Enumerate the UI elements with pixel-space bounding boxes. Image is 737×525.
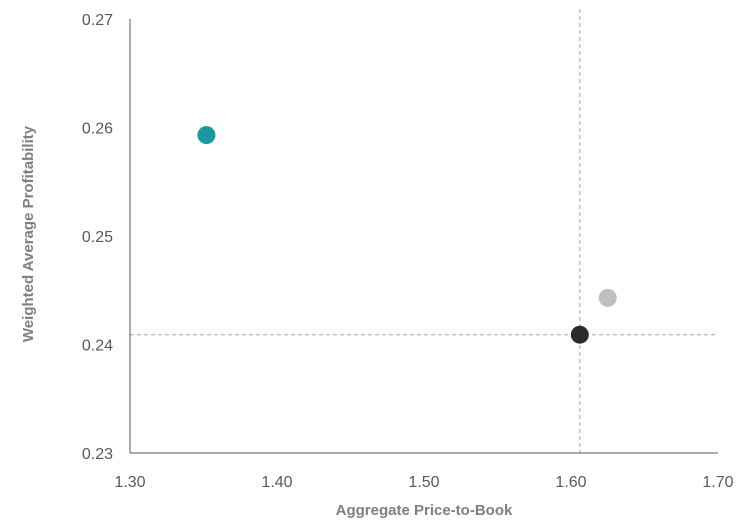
y-tick-label: 0.27 bbox=[82, 12, 113, 29]
x-tick-label: 1.50 bbox=[408, 474, 439, 491]
x-tick-label: 1.60 bbox=[555, 474, 586, 491]
x-tick-label: 1.30 bbox=[114, 474, 145, 491]
x-axis-title: Aggregate Price-to-Book bbox=[336, 502, 513, 519]
scatter-point bbox=[197, 126, 216, 145]
scatter-point bbox=[598, 288, 617, 307]
x-tick-label: 1.40 bbox=[261, 474, 292, 491]
y-tick-label: 0.26 bbox=[82, 121, 113, 138]
scatter-point bbox=[570, 325, 589, 344]
y-tick-label: 0.25 bbox=[82, 229, 113, 246]
y-tick-labels: 0.27 0.26 0.25 0.24 0.23 bbox=[82, 12, 113, 463]
y-tick-label: 0.23 bbox=[82, 446, 113, 463]
y-axis-title: Weighted Average Profitability bbox=[20, 125, 37, 342]
x-tick-labels: 1.30 1.40 1.50 1.60 1.70 bbox=[114, 474, 733, 491]
x-tick-label: 1.70 bbox=[702, 474, 733, 491]
plot-area bbox=[129, 9, 718, 454]
y-tick-label: 0.24 bbox=[82, 338, 113, 355]
